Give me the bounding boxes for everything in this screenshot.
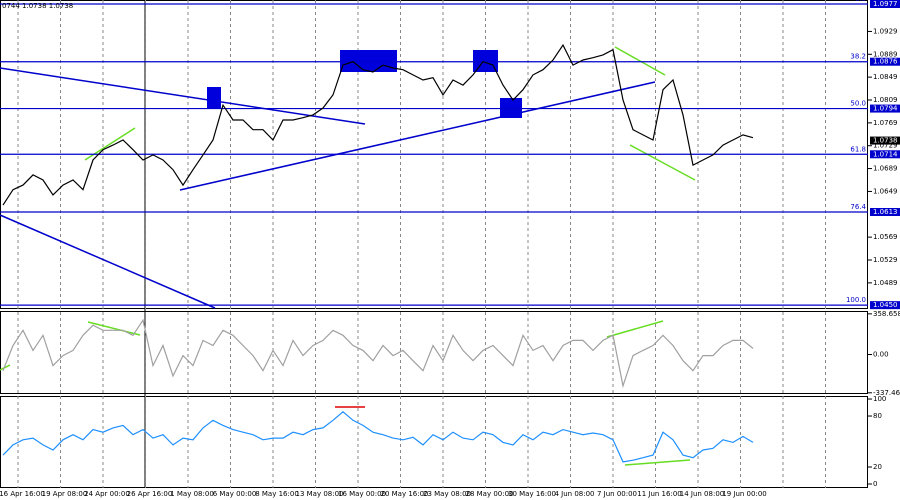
x-tick-label: 14 Jun 08:00 bbox=[680, 490, 724, 498]
y-tick-label: 1.0689 bbox=[873, 165, 898, 173]
x-tick-label: 23 May 08:00 bbox=[423, 490, 471, 498]
level-box bbox=[870, 208, 900, 216]
level-box bbox=[870, 104, 900, 113]
current-price-label: 1.0738 bbox=[873, 137, 898, 145]
fib-label: 0.0 bbox=[855, 0, 866, 3]
y-tick-label: 1.0729 bbox=[873, 142, 898, 150]
level-label: 1.0714 bbox=[873, 150, 898, 158]
y-tick-label: 1.0889 bbox=[873, 50, 898, 58]
y-tick-label: 100 bbox=[873, 395, 886, 403]
divergence bbox=[624, 459, 691, 466]
divergence bbox=[0, 364, 11, 371]
x-tick-label: 20 May 16:00 bbox=[380, 490, 428, 498]
x-tick-label: 16 Apr 16:00 bbox=[0, 490, 45, 498]
divergence bbox=[606, 320, 664, 338]
trendlines bbox=[0, 67, 656, 309]
fib-label: 61.8 bbox=[850, 145, 866, 153]
x-tick-label: 13 May 08:00 bbox=[295, 490, 343, 498]
y-tick-label: 1.0849 bbox=[873, 73, 898, 81]
divergence bbox=[87, 321, 141, 336]
x-tick-label: 30 May 16:00 bbox=[508, 490, 556, 498]
y-tick-label: 0.00 bbox=[873, 351, 889, 359]
current-price-box bbox=[870, 136, 900, 145]
price-line bbox=[2, 43, 754, 206]
rsi-line bbox=[2, 411, 754, 463]
y-tick-label: -337.462 bbox=[873, 389, 900, 397]
trendline bbox=[0, 214, 216, 309]
zone bbox=[207, 87, 221, 109]
y-tick-label: 1.0809 bbox=[873, 96, 898, 104]
fib-label: 76.4 bbox=[850, 203, 866, 211]
x-tick-label: 19 Apr 08:00 bbox=[42, 490, 88, 498]
x-tick-label: 28 May 00:00 bbox=[465, 490, 513, 498]
fib-label: 38.2 bbox=[850, 53, 866, 61]
level-label: 1.0794 bbox=[873, 105, 898, 113]
level-label: 1.0977 bbox=[873, 0, 898, 8]
x-tick-label: 7 Jun 00:00 bbox=[597, 490, 637, 498]
chart-title: 0744 1.0738 1.0738 bbox=[2, 2, 73, 10]
rsi-frame bbox=[0, 396, 868, 488]
x-tick-label: 6 May 00:00 bbox=[213, 490, 257, 498]
level-label: 1.0450 bbox=[873, 301, 898, 309]
x-tick-label: 26 Apr 16:00 bbox=[127, 490, 173, 498]
fib-label: 50.0 bbox=[850, 100, 866, 108]
y-tick-label: 0 bbox=[873, 480, 877, 488]
cci-line bbox=[2, 318, 754, 389]
fib-label: 100.0 bbox=[846, 296, 866, 304]
y-tick-label: 1.0569 bbox=[873, 233, 898, 241]
x-tick-label: 4 Jun 08:00 bbox=[554, 490, 594, 498]
y-tick-label: 1.0769 bbox=[873, 119, 898, 127]
y-tick-label: 1.0489 bbox=[873, 279, 898, 287]
level-box bbox=[870, 301, 900, 310]
level-label: 1.0613 bbox=[873, 208, 898, 216]
level-box bbox=[870, 150, 900, 159]
x-tick-label: 8 May 16:00 bbox=[255, 490, 299, 498]
divergence bbox=[614, 46, 666, 76]
y-tick-label: 20 bbox=[873, 463, 882, 471]
level-box bbox=[870, 0, 900, 9]
y-tick-label: 1.0529 bbox=[873, 256, 898, 264]
x-tick-label: 1 May 08:00 bbox=[170, 490, 214, 498]
x-tick-label: 16 May 00:00 bbox=[338, 490, 386, 498]
x-tick-label: 19 Jun 00:00 bbox=[722, 490, 766, 498]
y-tick-label: 80 bbox=[873, 412, 882, 420]
x-tick-label: 24 Apr 00:00 bbox=[84, 490, 130, 498]
zone bbox=[340, 50, 397, 72]
y-tick-label: 1.0929 bbox=[873, 27, 898, 35]
trendline bbox=[179, 81, 656, 191]
level-label: 1.0876 bbox=[873, 58, 898, 66]
y-tick-label: 1.0649 bbox=[873, 187, 898, 195]
level-box bbox=[870, 57, 900, 66]
divergence bbox=[629, 144, 696, 181]
y-tick-label: 358.6587 bbox=[873, 310, 900, 318]
x-tick-label: 11 Jun 16:00 bbox=[637, 490, 681, 498]
trendline bbox=[0, 67, 366, 125]
cci-frame bbox=[0, 311, 868, 394]
